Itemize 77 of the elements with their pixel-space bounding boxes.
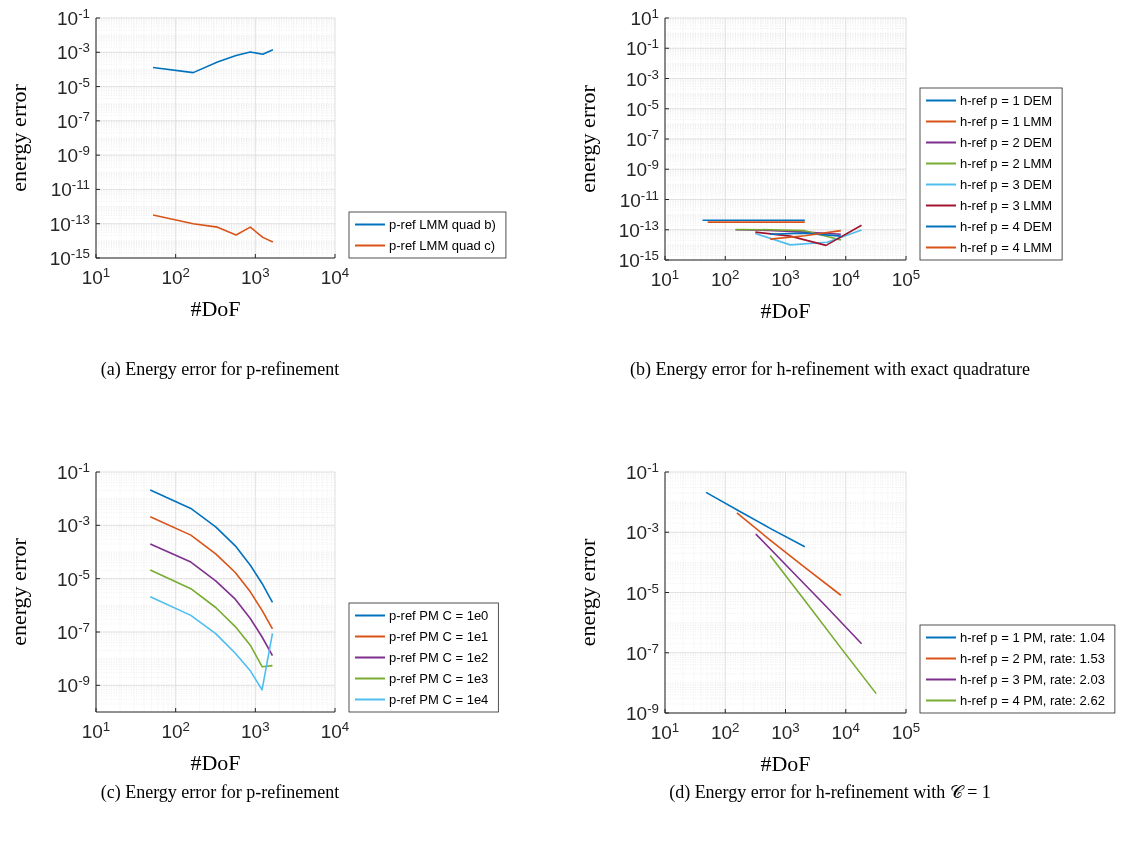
y-tick-label: 10$^{-1}$ — [626, 35, 659, 60]
x-tick-label: 10$^{4}$ — [320, 264, 350, 288]
y-tick-label: 10$^{-9}$ — [626, 156, 659, 181]
legend-label: h-ref p = 1 LMM — [960, 114, 1053, 129]
y-axis-title: energy error — [6, 83, 31, 192]
line-series — [755, 533, 863, 645]
y-tick-label: 10$^{-5}$ — [626, 96, 659, 120]
line-series — [736, 512, 842, 597]
text: (b) Energy error for h-refinement with exact quadrature — [630, 359, 1030, 380]
y-tick-label: 10$^{-7}$ — [626, 126, 659, 151]
x-axis-title: #DoF — [190, 296, 241, 321]
legend-label: h-ref p = 2 LMM — [960, 156, 1053, 171]
legend-label: h-ref p = 3 DEM — [960, 177, 1053, 192]
legend-label: p-ref PM C = 1e4 — [389, 692, 489, 707]
legend-label: h-ref p = 1 PM, rate: 1.04 — [960, 630, 1105, 645]
legend-label: h-ref p = 4 LMM — [960, 240, 1053, 255]
legend-label: h-ref p = 3 LMM — [960, 198, 1053, 213]
x-tick-label: 10$^{3}$ — [771, 719, 800, 743]
line-series — [754, 229, 863, 246]
legend-label: h-ref p = 2 DEM — [960, 135, 1053, 150]
line-series — [705, 491, 806, 548]
x-tick-label: 10$^{3}$ — [771, 266, 800, 290]
y-axis-title: energy error — [575, 84, 600, 193]
y-tick-label: 10$^{-5}$ — [57, 566, 90, 590]
x-tick-label: 10$^{5}$ — [891, 266, 921, 290]
x-tick-label: 10$^{2}$ — [161, 718, 190, 742]
y-tick-label: 10$^{-13}$ — [618, 217, 659, 241]
y-tick-label: 10$^{-3}$ — [57, 39, 90, 64]
x-tick-label: 10$^{3}$ — [241, 264, 270, 288]
y-tick-label: 10$^{-7}$ — [57, 619, 90, 644]
legend-label: h-ref p = 4 PM, rate: 2.62 — [960, 693, 1105, 708]
y-tick-label: 10$^{-5}$ — [626, 580, 659, 604]
x-axis-title: #DoF — [760, 298, 811, 323]
x-axis-title: #DoF — [760, 751, 811, 776]
line-series — [754, 224, 863, 247]
y-tick-label: 10$^{-11}$ — [50, 176, 90, 201]
legend-label: h-ref p = 4 DEM — [960, 219, 1053, 234]
y-tick-label: 10$^{-9}$ — [57, 142, 90, 167]
legend-label: p-ref PM C = 1e2 — [389, 650, 489, 665]
y-axis-title: energy error — [575, 537, 600, 647]
y-tick-label: 10$^{-9}$ — [57, 672, 90, 697]
text: (c) Energy error for p-refinement — [100, 782, 340, 803]
x-tick-label: 10$^{3}$ — [241, 718, 270, 742]
x-tick-label: 10$^{4}$ — [831, 266, 861, 290]
y-tick-label: 10$^{-5}$ — [57, 74, 90, 98]
line-series — [735, 228, 842, 241]
y-tick-label: 10$^{1}$ — [630, 5, 659, 30]
y-tick-label: 10$^{-1}$ — [57, 5, 90, 30]
legend-label: p-ref PM C = 1e3 — [389, 671, 489, 686]
y-tick-label: 10$^{-3}$ — [57, 512, 90, 537]
x-tick-label: 10$^{4}$ — [831, 719, 861, 743]
text: (d) Energy error for h-refinement with 𝒞 = 1 — [669, 782, 991, 803]
x-tick-label: 10$^{4}$ — [320, 718, 350, 742]
x-tick-label: 10$^{2}$ — [710, 719, 740, 743]
y-tick-label: 10$^{-11}$ — [619, 187, 659, 211]
legend-label: h-ref p = 2 PM, rate: 1.53 — [960, 651, 1105, 666]
x-tick-label: 10$^{2}$ — [161, 264, 190, 288]
text: (a) Energy error for p-refinement — [100, 359, 340, 380]
y-axis-title: energy error — [6, 537, 31, 646]
y-tick-label: 10$^{-7}$ — [57, 108, 90, 132]
y-tick-label: 10$^{-3}$ — [626, 519, 659, 544]
y-tick-label: 10$^{-7}$ — [626, 640, 659, 664]
x-tick-label: 10$^{1}$ — [81, 718, 111, 742]
y-tick-label: 10$^{-1}$ — [57, 459, 90, 484]
legend-label: p-ref PM C = 1e0 — [389, 608, 489, 623]
legend-label: p-ref LMM quad c) — [389, 238, 496, 253]
y-tick-label: 10$^{-13}$ — [49, 211, 90, 235]
x-tick-label: 10$^{2}$ — [710, 266, 740, 290]
x-axis-title: #DoF — [190, 750, 241, 775]
legend-label: p-ref PM C = 1e1 — [389, 629, 489, 644]
legend-label: p-ref LMM quad b) — [389, 217, 496, 232]
legend-label: h-ref p = 1 DEM — [960, 93, 1053, 108]
y-tick-label: 10$^{-3}$ — [626, 66, 659, 90]
legend-label: h-ref p = 3 PM, rate: 2.03 — [960, 672, 1105, 687]
line-series — [769, 554, 877, 695]
y-tick-label: 10$^{-1}$ — [626, 459, 659, 484]
x-tick-label: 10$^{5}$ — [891, 719, 921, 743]
